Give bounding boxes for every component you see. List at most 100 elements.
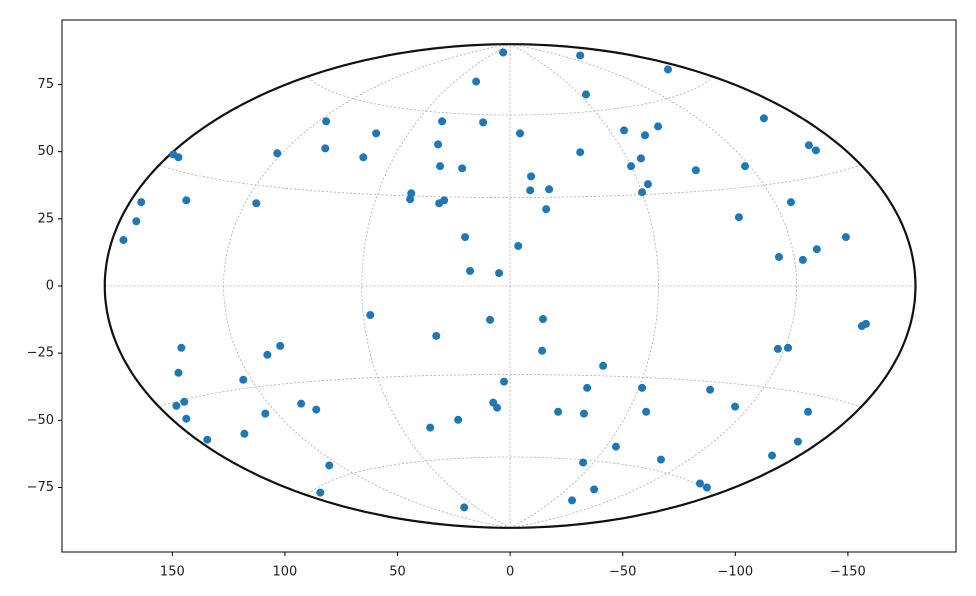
point: [638, 383, 647, 392]
point: [627, 162, 636, 171]
point: [576, 148, 585, 157]
point: [406, 195, 415, 204]
point: [426, 423, 435, 432]
point: [804, 407, 813, 416]
point: [119, 236, 128, 245]
point: [177, 343, 186, 352]
point: [641, 131, 650, 140]
point: [786, 198, 795, 207]
point: [841, 233, 850, 242]
x-tick-label: 0: [506, 565, 514, 580]
point: [460, 503, 469, 512]
point: [740, 162, 749, 171]
point: [240, 429, 249, 438]
point: [276, 341, 285, 350]
point: [642, 407, 651, 416]
point: [458, 164, 467, 173]
y-tick-label: 25: [37, 211, 54, 226]
point: [695, 479, 704, 488]
point: [731, 402, 740, 411]
point: [461, 233, 470, 242]
x-tick-label: 150: [160, 565, 185, 580]
point: [174, 153, 183, 162]
y-tick-label: 0: [46, 279, 54, 294]
point: [263, 350, 272, 359]
point: [172, 401, 181, 410]
point: [322, 117, 331, 126]
point: [486, 315, 495, 324]
point: [436, 162, 445, 171]
point: [182, 414, 191, 423]
point: [500, 377, 509, 386]
y-tick-label: −75: [27, 480, 54, 495]
point: [643, 180, 652, 189]
graticule-meridian: [223, 43, 511, 529]
point: [438, 117, 447, 126]
point: [663, 65, 672, 74]
point: [734, 213, 743, 222]
point: [579, 409, 588, 418]
point: [654, 122, 663, 131]
y-tick-label: −25: [27, 346, 54, 361]
point: [407, 189, 416, 198]
point: [599, 361, 608, 370]
point: [239, 375, 248, 384]
graticule-parallel: [158, 164, 862, 198]
point: [372, 129, 381, 138]
point: [706, 385, 715, 394]
point: [812, 245, 821, 254]
point: [784, 343, 793, 352]
point: [538, 346, 547, 355]
point: [321, 144, 330, 153]
graticule-parallel: [307, 76, 714, 116]
point: [554, 407, 563, 416]
point: [590, 485, 599, 494]
point: [539, 315, 548, 324]
point: [620, 126, 629, 135]
x-tick-label: −150: [830, 565, 866, 580]
point: [434, 140, 443, 149]
point: [182, 196, 191, 205]
point: [366, 311, 375, 320]
point: [479, 118, 488, 127]
point: [811, 146, 820, 155]
point: [132, 217, 141, 226]
point: [773, 344, 782, 353]
point: [454, 415, 463, 424]
point: [583, 383, 592, 392]
point: [582, 90, 591, 99]
point: [611, 442, 620, 451]
point: [857, 322, 866, 331]
point: [180, 397, 189, 406]
point: [499, 48, 508, 57]
point: [137, 198, 146, 207]
point: [526, 186, 535, 195]
graticule-meridian: [361, 43, 511, 529]
point: [432, 331, 441, 340]
x-tick-label: 50: [389, 565, 406, 580]
point: [203, 435, 212, 444]
x-tick-label: −50: [609, 565, 636, 580]
point: [516, 129, 525, 138]
point: [793, 437, 802, 446]
point: [691, 166, 700, 175]
point: [636, 154, 645, 163]
y-tick-label: −50: [27, 413, 54, 428]
point: [638, 188, 647, 197]
point: [472, 77, 481, 86]
point: [273, 149, 282, 158]
x-tick-label: 100: [273, 565, 298, 580]
point: [657, 455, 666, 464]
point: [174, 368, 183, 377]
point: [545, 185, 554, 194]
map-boundary: [103, 43, 917, 529]
point: [495, 269, 504, 278]
point: [576, 51, 585, 60]
point: [775, 252, 784, 261]
point: [542, 205, 551, 214]
point: [514, 241, 523, 250]
graticule-parallel: [307, 456, 714, 496]
point: [297, 399, 306, 408]
point: [702, 483, 711, 492]
